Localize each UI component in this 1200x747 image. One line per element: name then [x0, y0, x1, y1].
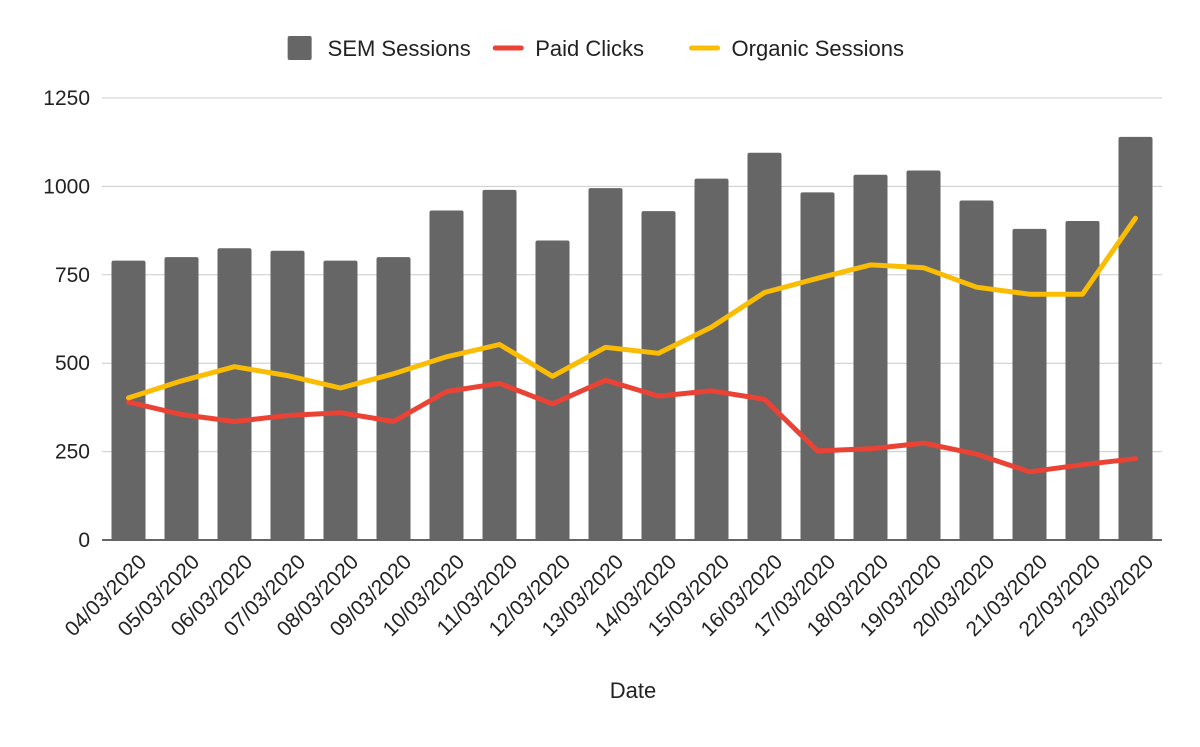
bar-18/03/2020 [853, 174, 888, 540]
bar-13/03/2020 [588, 188, 623, 540]
y-tick-label: 250 [55, 441, 90, 464]
bar-12/03/2020 [535, 240, 570, 540]
bar-11/03/2020 [482, 189, 517, 540]
legend-item-paid-clicks[interactable]: Paid Clicks [492, 36, 644, 61]
bar-21/03/2020 [1012, 228, 1047, 540]
bar-08/03/2020 [323, 260, 358, 540]
y-tick-label: 500 [55, 352, 90, 375]
bar-10/03/2020 [429, 210, 464, 540]
legend-item-sem-sessions[interactable]: SEM Sessions [287, 36, 471, 61]
bar-19/03/2020 [906, 170, 941, 540]
bar-05/03/2020 [164, 257, 199, 540]
legend-item-organic-sessions[interactable]: Organic Sessions [689, 36, 904, 61]
bar-20/03/2020 [959, 200, 994, 540]
bar-06/03/2020 [217, 248, 252, 540]
y-axis: 0 250 500 750 1000 1250 [43, 87, 90, 552]
line-series [126, 215, 1138, 475]
legend: SEM Sessions Paid Clicks Organic Sessions [287, 36, 904, 61]
line-paid-clicks [126, 377, 1138, 475]
bar-14/03/2020 [641, 211, 676, 541]
x-axis-title: Date [610, 678, 656, 703]
bar-07/03/2020 [270, 250, 305, 541]
y-tick-label: 1250 [43, 87, 90, 110]
y-tick-label: 1000 [43, 175, 90, 198]
bar-22/03/2020 [1065, 221, 1100, 540]
bar-09/03/2020 [376, 257, 411, 540]
legend-swatch [287, 36, 312, 60]
bar-17/03/2020 [800, 192, 835, 540]
y-tick-label: 0 [78, 529, 90, 552]
legend-label: Paid Clicks [535, 36, 644, 61]
x-axis: 04/03/202005/03/202006/03/202007/03/2020… [61, 550, 1159, 641]
bar-16/03/2020 [747, 152, 782, 541]
gridlines [102, 97, 1162, 541]
bar-15/03/2020 [694, 178, 729, 541]
line-organic-sessions [126, 215, 1138, 401]
legend-label: SEM Sessions [328, 36, 471, 61]
y-tick-label: 750 [55, 264, 90, 287]
bar-23/03/2020 [1118, 136, 1153, 540]
bar-series-sem-sessions [111, 136, 1153, 541]
legend-label: Organic Sessions [732, 36, 904, 61]
